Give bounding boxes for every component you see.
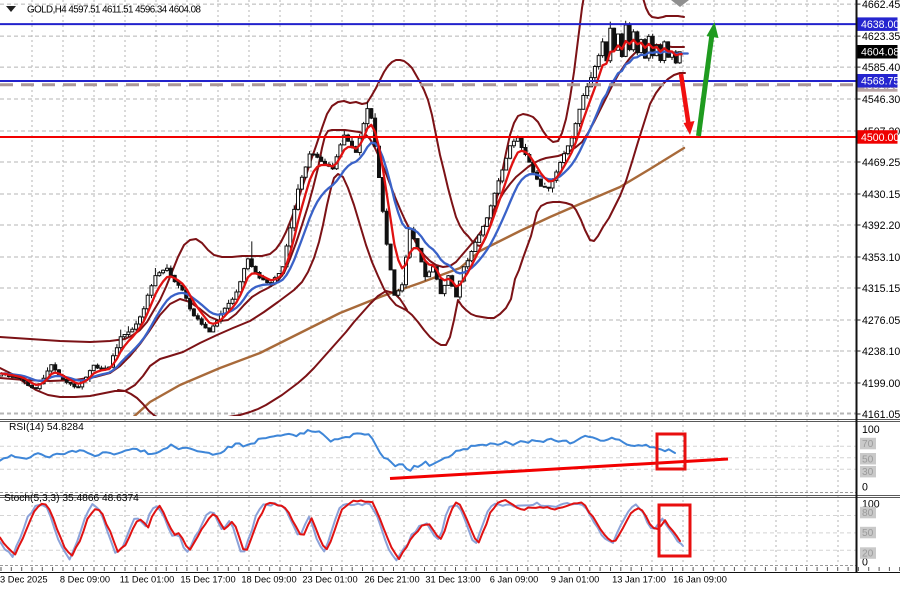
svg-text:18 Dec 09:00: 18 Dec 09:00 (241, 575, 296, 585)
svg-text:4199.00: 4199.00 (862, 378, 900, 390)
svg-text:16 Jan 09:00: 16 Jan 09:00 (673, 575, 727, 585)
svg-text:11 Dec 01:00: 11 Dec 01:00 (120, 575, 175, 585)
svg-text:4276.05: 4276.05 (862, 315, 900, 327)
svg-text:26 Dec 21:00: 26 Dec 21:00 (364, 575, 419, 585)
svg-text:9 Jan 01:00: 9 Jan 01:00 (551, 575, 600, 585)
svg-text:Stoch(5,3,3) 35.4866 48.6374: Stoch(5,3,3) 35.4866 48.6374 (4, 493, 139, 504)
svg-text:4392.20: 4392.20 (862, 220, 900, 232)
svg-text:4469.25: 4469.25 (862, 157, 900, 169)
svg-text:4500.00: 4500.00 (861, 132, 899, 144)
svg-text:4638.00: 4638.00 (861, 19, 899, 31)
svg-text:6 Jan 09:00: 6 Jan 09:00 (490, 575, 539, 585)
svg-text:4315.15: 4315.15 (862, 283, 900, 295)
svg-text:4161.05: 4161.05 (862, 409, 900, 421)
svg-text:8 Dec 09:00: 8 Dec 09:00 (60, 575, 110, 585)
svg-text:4546.30: 4546.30 (862, 94, 900, 106)
svg-text:4353.10: 4353.10 (862, 252, 900, 264)
svg-text:RSI(14) 54.8284: RSI(14) 54.8284 (9, 422, 84, 433)
svg-text:4662.45: 4662.45 (862, 0, 900, 11)
svg-text:50: 50 (862, 454, 874, 465)
svg-text:4430.15: 4430.15 (862, 189, 900, 201)
svg-text:0: 0 (862, 481, 868, 493)
svg-text:0: 0 (862, 557, 868, 569)
svg-text:4568.75: 4568.75 (861, 76, 899, 88)
svg-text:70: 70 (862, 439, 874, 450)
svg-text:GOLD,H4 4597.51 4611.51 4596.3: GOLD,H4 4597.51 4611.51 4596.34 4604.08 (27, 5, 201, 16)
svg-text:31 Dec 13:00: 31 Dec 13:00 (425, 575, 480, 585)
svg-text:50: 50 (862, 528, 874, 539)
svg-text:15 Dec 17:00: 15 Dec 17:00 (180, 575, 235, 585)
svg-text:13 Jan 17:00: 13 Jan 17:00 (612, 575, 666, 585)
svg-text:3 Dec 2025: 3 Dec 2025 (0, 575, 48, 585)
svg-text:4585.40: 4585.40 (862, 62, 900, 74)
svg-text:23 Dec 01:00: 23 Dec 01:00 (302, 575, 357, 585)
svg-text:30: 30 (862, 467, 874, 478)
svg-text:4623.35: 4623.35 (862, 31, 900, 43)
svg-text:4604.08: 4604.08 (861, 47, 899, 59)
svg-text:4238.10: 4238.10 (862, 346, 900, 358)
svg-text:80: 80 (862, 508, 874, 519)
svg-text:100: 100 (862, 424, 880, 436)
svg-text:20: 20 (862, 549, 874, 560)
